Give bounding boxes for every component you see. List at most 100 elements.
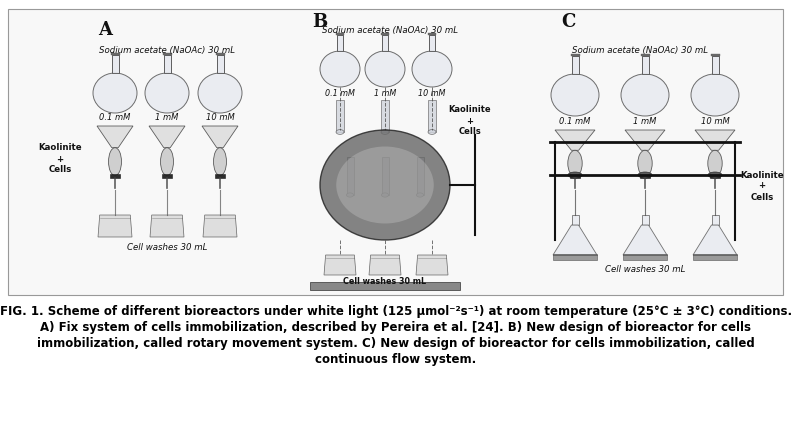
Text: Sodium acetate (NaOAc) 30 mL: Sodium acetate (NaOAc) 30 mL <box>572 46 708 55</box>
Polygon shape <box>625 130 665 150</box>
Ellipse shape <box>161 148 173 176</box>
Ellipse shape <box>551 74 599 116</box>
Bar <box>710 174 721 178</box>
Ellipse shape <box>145 73 189 113</box>
Ellipse shape <box>320 130 450 240</box>
Bar <box>429 35 435 51</box>
Text: Kaolinite: Kaolinite <box>38 144 82 153</box>
Ellipse shape <box>428 130 436 134</box>
Text: 10 mM: 10 mM <box>701 118 729 127</box>
Polygon shape <box>693 225 737 255</box>
Bar <box>216 55 223 73</box>
Polygon shape <box>369 255 401 275</box>
Bar <box>417 157 424 195</box>
Ellipse shape <box>691 74 739 116</box>
Bar <box>710 54 719 56</box>
Ellipse shape <box>708 172 722 178</box>
Text: Sodium acetate (NaOAc) 30 mL: Sodium acetate (NaOAc) 30 mL <box>99 46 235 55</box>
Bar <box>215 174 225 178</box>
Text: continuous flow system.: continuous flow system. <box>315 354 477 366</box>
Text: 0.1 mM: 0.1 mM <box>559 118 591 127</box>
FancyBboxPatch shape <box>8 9 783 295</box>
Bar <box>336 100 344 132</box>
Polygon shape <box>623 225 667 255</box>
Bar <box>112 55 119 73</box>
Ellipse shape <box>412 51 452 87</box>
Bar <box>429 35 435 51</box>
Polygon shape <box>416 255 448 275</box>
Ellipse shape <box>621 74 669 116</box>
Text: 10 mM: 10 mM <box>418 89 446 98</box>
Ellipse shape <box>347 193 353 197</box>
Bar <box>693 254 737 260</box>
Text: A) Fix system of cells immobilization, described by Pereira et al. [24]. B) New : A) Fix system of cells immobilization, d… <box>40 322 752 334</box>
Polygon shape <box>324 255 356 275</box>
Ellipse shape <box>568 150 582 176</box>
Polygon shape <box>695 130 735 150</box>
Text: 1 mM: 1 mM <box>634 118 657 127</box>
Ellipse shape <box>638 150 652 176</box>
Ellipse shape <box>336 130 344 134</box>
Ellipse shape <box>198 73 242 113</box>
Text: 1 mM: 1 mM <box>374 89 396 98</box>
Text: +: + <box>56 155 63 164</box>
Bar <box>163 55 170 73</box>
Polygon shape <box>202 126 238 148</box>
Bar <box>381 100 389 132</box>
Polygon shape <box>98 215 132 237</box>
Bar <box>163 55 170 73</box>
Bar <box>572 56 578 74</box>
Ellipse shape <box>214 148 227 176</box>
Bar <box>553 254 597 260</box>
Text: Cell washes 30 mL: Cell washes 30 mL <box>127 242 208 251</box>
Bar <box>641 54 649 56</box>
Bar <box>215 53 224 55</box>
Polygon shape <box>150 215 184 237</box>
Polygon shape <box>553 225 597 255</box>
Text: A: A <box>98 21 112 39</box>
Bar <box>572 56 578 74</box>
Bar <box>162 174 172 178</box>
Polygon shape <box>149 126 185 148</box>
Text: Cells: Cells <box>48 165 71 175</box>
Text: +: + <box>759 181 766 190</box>
Bar <box>336 33 344 35</box>
Polygon shape <box>555 130 595 150</box>
Text: 0.1 mM: 0.1 mM <box>325 89 355 98</box>
Bar <box>570 54 580 56</box>
Polygon shape <box>711 215 718 225</box>
Ellipse shape <box>337 147 434 224</box>
Ellipse shape <box>568 172 582 178</box>
Bar <box>337 35 343 51</box>
Ellipse shape <box>109 148 121 176</box>
Text: C: C <box>561 13 575 31</box>
Ellipse shape <box>381 130 389 134</box>
Text: immobilization, called rotary movement system. C) New design of bioreactor for c: immobilization, called rotary movement s… <box>37 337 755 351</box>
Text: 10 mM: 10 mM <box>206 113 234 123</box>
Bar <box>623 254 667 260</box>
Bar <box>711 56 718 74</box>
Bar <box>216 55 223 73</box>
Text: Cells: Cells <box>459 127 482 136</box>
Bar <box>642 56 649 74</box>
Bar <box>428 100 436 132</box>
Bar <box>382 35 388 51</box>
Bar <box>112 55 119 73</box>
Text: Sodium acetate (NaOAc) 30 mL: Sodium acetate (NaOAc) 30 mL <box>322 26 458 35</box>
FancyBboxPatch shape <box>310 282 460 290</box>
Polygon shape <box>642 215 649 225</box>
Bar <box>382 157 389 195</box>
Ellipse shape <box>320 51 360 87</box>
Text: Cell washes 30 mL: Cell washes 30 mL <box>605 265 685 274</box>
Bar <box>337 35 343 51</box>
Text: Kaolinite: Kaolinite <box>449 106 491 115</box>
Bar <box>162 53 172 55</box>
Ellipse shape <box>638 172 652 178</box>
Bar <box>640 174 650 178</box>
Bar <box>111 53 120 55</box>
Polygon shape <box>572 215 578 225</box>
Text: +: + <box>466 116 474 126</box>
Ellipse shape <box>93 73 137 113</box>
Text: Kaolinite: Kaolinite <box>741 170 784 179</box>
Text: 0.1 mM: 0.1 mM <box>99 113 131 123</box>
